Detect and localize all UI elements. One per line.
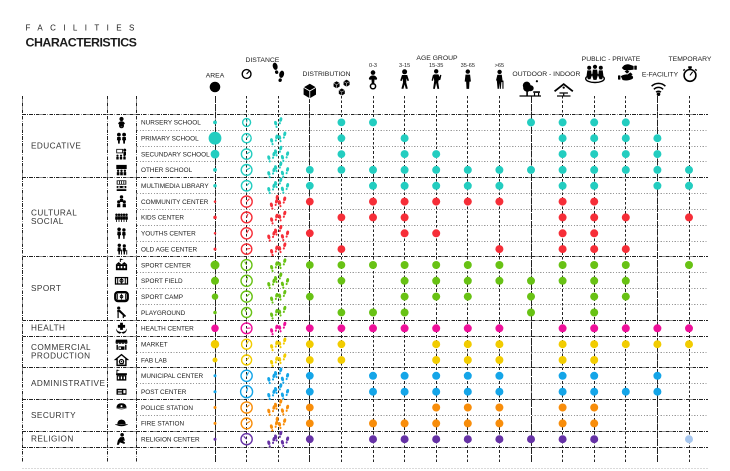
- svg-text:ADMINISTRATIVE: ADMINISTRATIVE: [31, 379, 105, 388]
- svg-text:E-FACILITY: E-FACILITY: [642, 72, 679, 79]
- svg-text:COMMUNITY CENTER: COMMUNITY CENTER: [141, 199, 209, 206]
- svg-text:MARKET: MARKET: [141, 341, 168, 348]
- svg-text:POLICE STATION: POLICE STATION: [141, 405, 193, 412]
- svg-text:SECUNDARY SCHOOL: SECUNDARY SCHOOL: [141, 151, 210, 158]
- svg-text:FAB: FAB: [119, 362, 125, 366]
- svg-text:MULTIMEDIA LIBRARY: MULTIMEDIA LIBRARY: [141, 183, 209, 190]
- svg-text:SPORT CAMP: SPORT CAMP: [141, 294, 183, 301]
- svg-text:SECURITY: SECURITY: [31, 411, 76, 420]
- svg-text:EDUCATIVE: EDUCATIVE: [31, 142, 81, 151]
- svg-text:CHARACTERISTICS: CHARACTERISTICS: [26, 35, 137, 49]
- svg-text:SPORT FIELD: SPORT FIELD: [141, 278, 183, 285]
- svg-text:OUTDOOR - INDOOR: OUTDOOR - INDOOR: [512, 71, 580, 78]
- svg-text:SPORT CENTER: SPORT CENTER: [141, 262, 191, 269]
- svg-text:HEALTH CENTER: HEALTH CENTER: [141, 326, 194, 333]
- svg-text:AREA: AREA: [206, 73, 225, 80]
- svg-text:DISTRIBUTION: DISTRIBUTION: [303, 71, 351, 78]
- svg-text:SPORT: SPORT: [31, 284, 61, 293]
- svg-text:YOUTHS CENTER: YOUTHS CENTER: [141, 231, 196, 238]
- svg-text:15-35: 15-35: [429, 63, 443, 69]
- svg-text:SOCIAL: SOCIAL: [31, 217, 64, 226]
- svg-text:POST CENTER: POST CENTER: [141, 389, 187, 396]
- svg-text:DISTANCE: DISTANCE: [245, 57, 279, 64]
- svg-text:FACILITIES: FACILITIES: [26, 23, 142, 32]
- svg-text:RELIGION CENTER: RELIGION CENTER: [141, 437, 200, 444]
- svg-text:COMMERCIAL: COMMERCIAL: [31, 343, 91, 352]
- svg-text:OTHER SCHOOL: OTHER SCHOOL: [141, 167, 193, 174]
- svg-text:FIRE STATION: FIRE STATION: [141, 421, 184, 428]
- svg-text:PUBLIC - PRIVATE: PUBLIC - PRIVATE: [582, 56, 641, 63]
- svg-text:PRIMARY SCHOOL: PRIMARY SCHOOL: [141, 136, 199, 143]
- svg-text:AGE GROUP: AGE GROUP: [416, 55, 458, 62]
- svg-text:RELIGION: RELIGION: [31, 435, 74, 444]
- svg-text:NURSERY SCHOOL: NURSERY SCHOOL: [141, 120, 201, 127]
- svg-text:35-65: 35-65: [461, 63, 475, 69]
- svg-text:FAB LAB: FAB LAB: [141, 357, 167, 364]
- svg-text:PLAYGROUND: PLAYGROUND: [141, 310, 186, 317]
- svg-text:KIDS CENTER: KIDS CENTER: [141, 215, 184, 222]
- svg-text:CULTURAL: CULTURAL: [31, 208, 77, 217]
- svg-text:HEALTH: HEALTH: [31, 324, 65, 333]
- svg-text:>65: >65: [495, 63, 505, 69]
- svg-text:MUNICIPAL CENTER: MUNICIPAL CENTER: [141, 373, 204, 380]
- svg-text:OLD AGE CENTER: OLD AGE CENTER: [141, 246, 197, 253]
- svg-text:PRODUCTION: PRODUCTION: [31, 352, 91, 361]
- svg-text:TEMPORARY: TEMPORARY: [669, 56, 712, 63]
- svg-text:3-15: 3-15: [399, 63, 410, 69]
- svg-text:0-3: 0-3: [369, 63, 377, 69]
